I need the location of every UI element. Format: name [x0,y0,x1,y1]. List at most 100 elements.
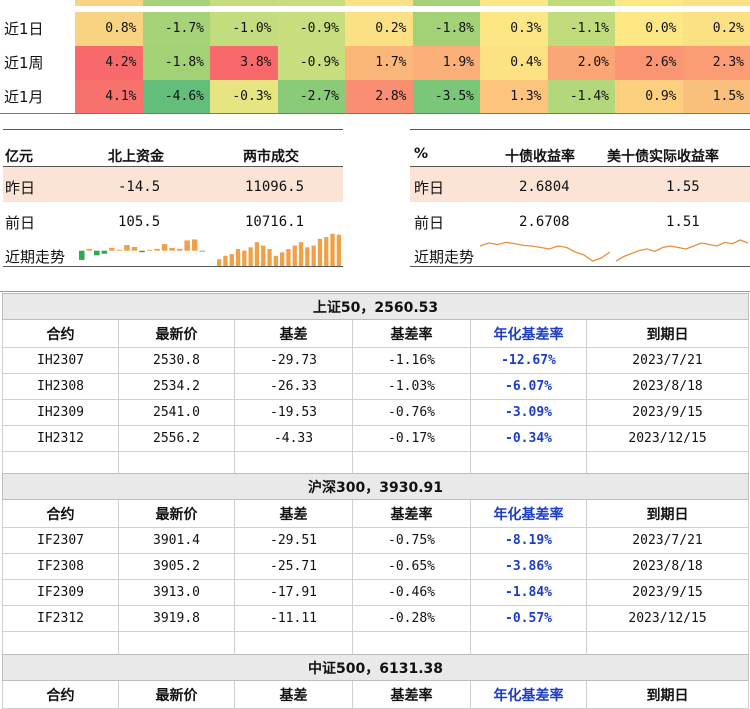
futures-cell: -12.67% [471,348,587,374]
heat-row-label: 近1月 [0,80,75,114]
futures-cell: -6.07% [471,374,587,400]
sparkline-bar [132,247,138,251]
heat-cell: 4.2% [75,46,143,80]
futures-cell: -1.84% [471,580,587,606]
futures-cell: 2556.2 [119,426,235,452]
bonds-trend-label: 近期走势 [414,246,480,267]
futures-cell: -0.75% [353,528,471,554]
heat-header-cell [278,0,346,6]
futures-column-header: 到期日 [587,500,749,528]
futures-cell: -0.76% [353,400,471,426]
futures-column-header: 年化基差率 [471,500,587,528]
heat-cell: -4.6% [143,80,211,114]
bonds-row1-label: 昨日 [414,177,444,198]
heat-cell: -1.8% [143,46,211,80]
futures-cell: -0.57% [471,606,587,632]
futures-column-header: 到期日 [587,320,749,348]
turnover-sparkline [216,232,342,266]
flows-unit: 亿元 [5,146,33,166]
futures-table-title: 沪深300，3930.91 [3,474,749,500]
sparkline-bar [249,247,253,266]
futures-cell: -0.28% [353,606,471,632]
futures-table-title: 上证50，2560.53 [3,294,749,320]
futures-cell: 2023/9/15 [587,400,749,426]
heat-cell: -1.1% [548,12,616,46]
flows-row2-label: 前日 [5,212,35,233]
sparkline-bar [87,249,93,251]
heat-header-cell [683,0,750,6]
futures-cell: -1.16% [353,348,471,374]
futures-cell: -19.53 [235,400,353,426]
futures-cell: 2023/8/18 [587,554,749,580]
sparkline-bar [330,234,334,266]
flows-row1-turnover: 11096.5 [245,179,304,195]
futures-cell: IF2308 [3,554,119,580]
sparkline-bar [147,250,153,251]
bonds-row2-label: 前日 [414,212,444,233]
futures-cell: -1.03% [353,374,471,400]
heat-header-cell [143,0,211,6]
futures-column-header: 年化基差率 [471,320,587,348]
heat-cell: -3.5% [413,80,481,114]
flows-col-north: 北上资金 [108,146,164,166]
heat-cell: 0.3% [480,12,548,46]
futures-column-header: 年化基差率 [471,681,587,709]
futures-column-header: 基差 [235,320,353,348]
futures-cell: -25.71 [235,554,353,580]
sparkline-bar [312,246,316,266]
heat-cell: -1.7% [143,12,211,46]
futures-cell: -0.34% [471,426,587,452]
futures-column-header: 基差 [235,681,353,709]
sparkline-bar [305,247,309,266]
heat-header-cell [210,0,278,6]
sparkline-bar [177,249,183,251]
heat-cell: 4.1% [75,80,143,114]
futures-cell: -11.11 [235,606,353,632]
sparkline-bar [286,249,290,266]
heat-cell: -1.4% [548,80,616,114]
heat-cell: 1.3% [480,80,548,114]
heat-cell: 0.2% [683,12,750,46]
futures-column-header: 基差率 [353,681,471,709]
flows-trend-label: 近期走势 [5,246,65,267]
sparkline-bar [162,244,168,251]
heat-cell: -0.9% [278,12,346,46]
sparkline-bar [280,252,284,266]
futures-cell: -8.19% [471,528,587,554]
bonds-col-cn10y: 十债收益率 [505,146,575,166]
flows-row1-north: -14.5 [118,179,160,195]
sparkline-bar [261,246,265,266]
futures-cell: 2534.2 [119,374,235,400]
futures-cell: IH2308 [3,374,119,400]
futures-cell: 3913.0 [119,580,235,606]
bonds-row1-us: 1.55 [666,179,700,195]
futures-cell: 2023/9/15 [587,580,749,606]
sparkline-bar [199,251,205,252]
futures-cell: IH2309 [3,400,119,426]
futures-column-header: 最新价 [119,681,235,709]
futures-cell: 3905.2 [119,554,235,580]
sparkline-bar [184,240,190,250]
sparkline-bar [109,248,115,251]
heat-cell: 3.8% [210,46,278,80]
futures-cell: -3.09% [471,400,587,426]
bonds-col-us10y: 美十债实际收益率 [607,146,719,166]
futures-cell: -0.65% [353,554,471,580]
futures-cell: 3919.8 [119,606,235,632]
heat-cell: 1.7% [345,46,413,80]
heat-cell: 0.0% [615,12,683,46]
futures-column-header: 最新价 [119,500,235,528]
flows-col-turnover: 两市成交 [243,146,299,166]
futures-cell: -17.91 [235,580,353,606]
futures-cell: IF2307 [3,528,119,554]
futures-cell: 2023/12/15 [587,606,749,632]
sparkline-bar [102,251,108,254]
futures-cell: 2023/7/21 [587,528,749,554]
